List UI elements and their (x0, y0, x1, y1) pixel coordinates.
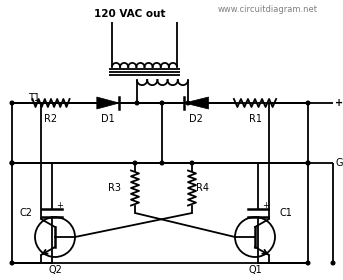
Text: R4: R4 (196, 183, 209, 193)
Text: C1: C1 (280, 208, 293, 218)
Circle shape (186, 101, 190, 105)
Text: C2: C2 (19, 208, 32, 218)
Circle shape (306, 261, 310, 265)
Polygon shape (97, 97, 119, 109)
Circle shape (160, 101, 164, 105)
Circle shape (10, 161, 14, 165)
Text: Gnd: Gnd (335, 158, 343, 168)
Circle shape (306, 101, 310, 105)
Polygon shape (185, 97, 209, 109)
Circle shape (331, 261, 335, 265)
Circle shape (306, 161, 310, 165)
Text: R1: R1 (248, 114, 261, 124)
Text: Q1: Q1 (248, 265, 262, 275)
Text: 120 VAC out: 120 VAC out (94, 9, 166, 19)
Text: R2: R2 (45, 114, 58, 124)
Circle shape (160, 161, 164, 165)
Text: +: + (56, 200, 63, 209)
Circle shape (306, 161, 310, 165)
Text: Q2: Q2 (48, 265, 62, 275)
Text: T1: T1 (28, 93, 40, 103)
Circle shape (133, 161, 137, 165)
Circle shape (10, 261, 14, 265)
Circle shape (10, 101, 14, 105)
Text: +: + (262, 200, 269, 209)
Circle shape (190, 161, 194, 165)
Circle shape (135, 101, 139, 105)
Text: +12V: +12V (335, 98, 343, 108)
Text: www.circuitdiagram.net: www.circuitdiagram.net (218, 6, 318, 15)
Text: D1: D1 (101, 114, 115, 124)
Circle shape (10, 161, 14, 165)
Text: R3: R3 (108, 183, 121, 193)
Text: D2: D2 (189, 114, 203, 124)
